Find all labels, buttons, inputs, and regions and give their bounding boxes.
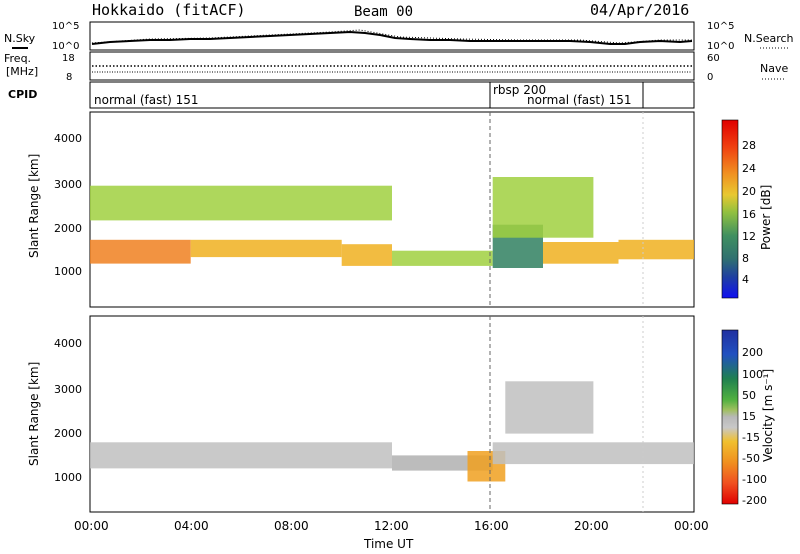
power-y-tick-2000: 2000 [54,222,82,235]
power-data-layer [90,177,694,268]
velocity-cbar-tick-200: 200 [742,346,763,359]
power-cbar-tick-8: 8 [742,252,749,265]
x-axis-label: Time UT [363,537,414,551]
velocity-cbar-tick-50: 50 [742,389,756,402]
x-tick-0800: 08:00 [274,519,309,533]
time-axis: 00:00 04:00 08:00 12:00 16:00 20:00 00:0… [74,519,709,551]
x-tick-0400: 04:00 [174,519,209,533]
velocity-y-tick-2000: 2000 [54,427,82,440]
power-cbar-tick-28: 28 [742,139,756,152]
power-y-axis-label: Slant Range [km] [27,154,41,258]
velocity-y-axis-label: Slant Range [km] [27,362,41,466]
power-cbar-tick-24: 24 [742,162,756,175]
power-band-2 [341,244,392,266]
power-colorbar-label: Power [dB] [759,185,773,250]
beam-label: Beam 00 [354,4,413,20]
freq-label: Freq. [4,52,31,65]
power-colorbar [721,119,739,299]
freq-left-tick-top: 18 [62,53,75,64]
velocity-band-0 [90,442,392,469]
power-band-3 [392,250,493,266]
freq-panel: Freq. [MHz] 18 8 Nave 60 0 [4,51,788,83]
noise-sky-label: N.Sky [4,32,36,45]
noise-right-tick-bottom: 10^0 [707,41,734,52]
velocity-panel-frame [89,315,695,513]
x-tick-2000: 20:00 [574,519,609,533]
power-y-tick-1000: 1000 [54,265,82,278]
noise-left-tick-top: 10^5 [52,21,79,32]
velocity-cbar-tick-minus15: -15 [742,431,760,444]
velocity-y-tick-4000: 4000 [54,337,82,350]
power-band-0 [90,239,191,264]
power-panel: Slant Range [km] 1000 2000 3000 4000 Pow… [27,111,773,308]
nave-label: Nave [760,62,788,75]
x-tick-0000: 00:00 [74,519,109,533]
x-tick-1600: 16:00 [474,519,509,533]
power-cbar-tick-4: 4 [742,273,749,286]
cpid-mode-2: rbsp 200 [493,83,546,97]
cpid-panel: CPID normal (fast) 151 rbsp 200 normal (… [8,81,695,109]
freq-right-tick-top: 60 [707,53,720,64]
velocity-y-tick-3000: 3000 [54,383,82,396]
x-tick-0000-end: 00:00 [674,519,709,533]
power-band-7 [90,185,392,221]
power-cbar-tick-12: 12 [742,230,756,243]
velocity-band-4 [505,381,594,434]
velocity-cbar-tick-minus100: -100 [742,473,767,486]
velocity-cbar-tick-minus50: -50 [742,452,760,465]
velocity-colorbar-label: Velocity [m s⁻¹] [761,369,775,462]
plot-title: Hokkaido (fitACF) [92,1,246,19]
noise-right-tick-top: 10^5 [707,21,734,32]
noise-sky-trace [91,30,693,45]
velocity-cbar-tick-100: 100 [742,368,763,381]
power-cbar-tick-20: 20 [742,185,756,198]
cpid-panel-frame [89,81,695,109]
velocity-y-tick-1000: 1000 [54,471,82,484]
velocity-cbar-tick-minus200: -200 [742,494,767,507]
noise-panel-frame [89,21,695,51]
x-tick-1200: 12:00 [374,519,409,533]
freq-right-tick-bottom: 0 [707,72,713,83]
date-label: 04/Apr/2016 [590,1,689,19]
power-band-6 [618,239,694,260]
power-band-5 [543,242,619,264]
cpid-label: CPID [8,88,37,101]
velocity-panel: Slant Range [km] 1000 2000 3000 4000 Vel… [27,315,775,513]
power-cbar-tick-16: 16 [742,208,756,221]
noise-left-tick-bottom: 10^0 [52,41,79,52]
freq-left-tick-bottom: 8 [66,72,72,83]
cpid-mode-3: normal (fast) 151 [527,93,631,107]
power-y-tick-3000: 3000 [54,178,82,191]
freq-panel-frame [89,51,695,81]
velocity-band-3 [492,442,694,465]
noise-search-label: N.Search [744,32,794,45]
power-band-8 [492,177,594,238]
noise-panel: N.Sky 10^5 10^0 N.Search 10^5 10^0 [4,21,794,52]
velocity-colorbar [721,329,739,505]
velocity-cbar-tick-15: 15 [742,410,756,423]
velocity-data-layer [90,381,694,482]
power-band-1 [190,239,342,258]
freq-unit-label: [MHz] [6,65,38,78]
power-y-tick-4000: 4000 [54,132,82,145]
cpid-mode-1: normal (fast) 151 [94,93,198,107]
